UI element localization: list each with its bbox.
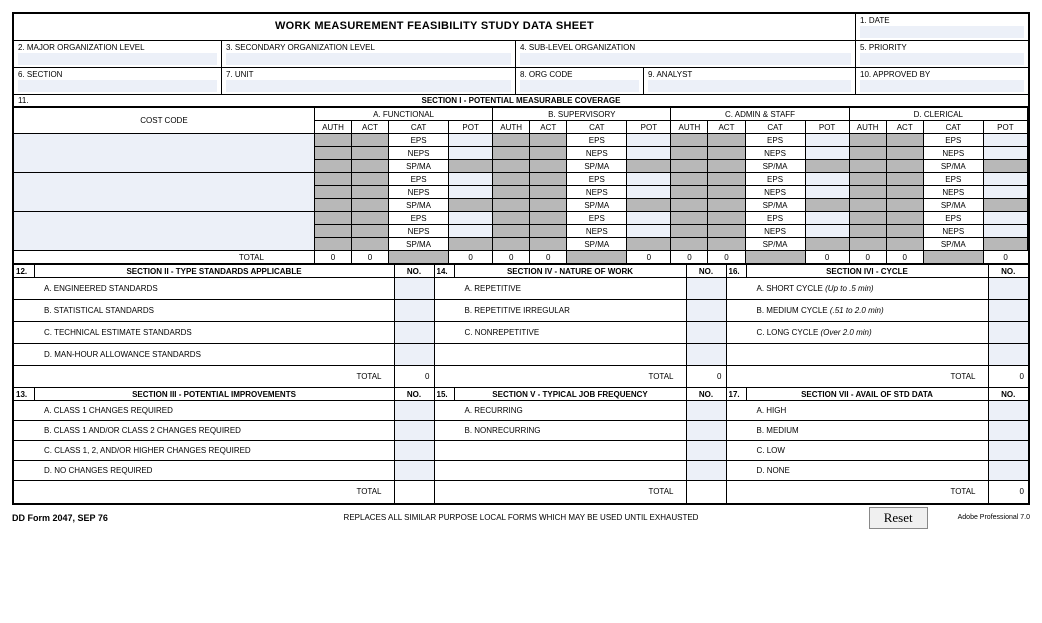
- bottom-sections: 12.SECTION II - TYPE STANDARDS APPLICABL…: [14, 264, 1028, 503]
- s2-input[interactable]: [394, 300, 434, 322]
- s6-input[interactable]: [988, 322, 1028, 344]
- pot-input[interactable]: [449, 173, 493, 186]
- major-org-label: 2. MAJOR ORGANIZATION LEVEL: [18, 43, 217, 52]
- cost-code-input[interactable]: [14, 173, 314, 212]
- pot-input[interactable]: [983, 199, 1027, 212]
- s4-input[interactable]: [686, 278, 726, 300]
- pot-input[interactable]: [627, 225, 671, 238]
- adobe-label: Adobe Professional 7.0: [958, 514, 1030, 521]
- pot-input[interactable]: [805, 238, 849, 251]
- pot-input[interactable]: [805, 212, 849, 225]
- s3-input[interactable]: [394, 461, 434, 481]
- s3-input[interactable]: [394, 441, 434, 461]
- date-input[interactable]: [860, 26, 1024, 38]
- pot-input[interactable]: [983, 160, 1027, 173]
- s5-input[interactable]: [686, 441, 726, 461]
- footer-note: REPLACES ALL SIMILAR PURPOSE LOCAL FORMS…: [344, 513, 699, 522]
- approved-input[interactable]: [860, 80, 1024, 92]
- pot-input[interactable]: [983, 238, 1027, 251]
- s7-input[interactable]: [988, 401, 1028, 421]
- pot-input[interactable]: [983, 225, 1027, 238]
- pot-input[interactable]: [449, 147, 493, 160]
- s7-input[interactable]: [988, 421, 1028, 441]
- form-container: WORK MEASUREMENT FEASIBILITY STUDY DATA …: [12, 12, 1030, 505]
- unit-label: 7. UNIT: [226, 70, 511, 79]
- s2-input[interactable]: [394, 278, 434, 300]
- form-id: DD Form 2047, SEP 76: [12, 513, 108, 523]
- pot-input[interactable]: [627, 147, 671, 160]
- pot-input[interactable]: [805, 186, 849, 199]
- pot-input[interactable]: [983, 134, 1027, 147]
- s3-input[interactable]: [394, 421, 434, 441]
- secondary-org-label: 3. SECONDARY ORGANIZATION LEVEL: [226, 43, 511, 52]
- pot-input[interactable]: [983, 186, 1027, 199]
- s7-input[interactable]: [988, 461, 1028, 481]
- s6-input[interactable]: [988, 278, 1028, 300]
- pot-input[interactable]: [805, 147, 849, 160]
- pot-input[interactable]: [627, 160, 671, 173]
- priority-label: 5. PRIORITY: [860, 43, 1024, 52]
- s4-input[interactable]: [686, 322, 726, 344]
- s1-num: 11.: [18, 96, 29, 105]
- pot-input[interactable]: [983, 173, 1027, 186]
- s4-input[interactable]: [686, 344, 726, 366]
- footer: DD Form 2047, SEP 76 REPLACES ALL SIMILA…: [12, 507, 1030, 529]
- section-label: 6. SECTION: [18, 70, 217, 79]
- pot-input[interactable]: [627, 134, 671, 147]
- pot-input[interactable]: [449, 186, 493, 199]
- s5-input[interactable]: [686, 421, 726, 441]
- secondary-org-input[interactable]: [226, 53, 511, 65]
- s5-input[interactable]: [686, 401, 726, 421]
- major-org-input[interactable]: [18, 53, 217, 65]
- section-input[interactable]: [18, 80, 217, 92]
- pot-input[interactable]: [449, 160, 493, 173]
- s1-title: SECTION I - POTENTIAL MEASURABLE COVERAG…: [14, 95, 1028, 106]
- pot-input[interactable]: [627, 238, 671, 251]
- priority-input[interactable]: [860, 53, 1024, 65]
- s6-input[interactable]: [988, 300, 1028, 322]
- pot-input[interactable]: [627, 199, 671, 212]
- reset-button[interactable]: Reset: [869, 507, 928, 529]
- s5-input[interactable]: [686, 461, 726, 481]
- pot-input[interactable]: [805, 225, 849, 238]
- sub-level-input[interactable]: [520, 53, 851, 65]
- s3-input[interactable]: [394, 401, 434, 421]
- section1-table: COST CODEA. FUNCTIONALB. SUPERVISORYC. A…: [14, 107, 1028, 264]
- s4-input[interactable]: [686, 300, 726, 322]
- pot-input[interactable]: [449, 225, 493, 238]
- pot-input[interactable]: [627, 173, 671, 186]
- s6-input[interactable]: [988, 344, 1028, 366]
- cost-code-input[interactable]: [14, 212, 314, 251]
- pot-input[interactable]: [805, 173, 849, 186]
- pot-input[interactable]: [449, 238, 493, 251]
- pot-input[interactable]: [805, 134, 849, 147]
- pot-input[interactable]: [449, 199, 493, 212]
- pot-input[interactable]: [627, 186, 671, 199]
- s2-input[interactable]: [394, 344, 434, 366]
- pot-input[interactable]: [805, 160, 849, 173]
- analyst-input[interactable]: [648, 80, 851, 92]
- org-code-input[interactable]: [520, 80, 639, 92]
- form-title: WORK MEASUREMENT FEASIBILITY STUDY DATA …: [14, 14, 856, 41]
- pot-input[interactable]: [983, 212, 1027, 225]
- pot-input[interactable]: [627, 212, 671, 225]
- s2-input[interactable]: [394, 322, 434, 344]
- analyst-label: 9. ANALYST: [648, 70, 851, 79]
- cost-code-input[interactable]: [14, 134, 314, 173]
- pot-input[interactable]: [805, 199, 849, 212]
- sub-level-label: 4. SUB-LEVEL ORGANIZATION: [520, 43, 851, 52]
- s7-input[interactable]: [988, 441, 1028, 461]
- pot-input[interactable]: [449, 212, 493, 225]
- org-code-label: 8. ORG CODE: [520, 70, 639, 79]
- date-label: 1. DATE: [860, 16, 1024, 25]
- pot-input[interactable]: [449, 134, 493, 147]
- approved-label: 10. APPROVED BY: [860, 70, 1024, 79]
- unit-input[interactable]: [226, 80, 511, 92]
- pot-input[interactable]: [983, 147, 1027, 160]
